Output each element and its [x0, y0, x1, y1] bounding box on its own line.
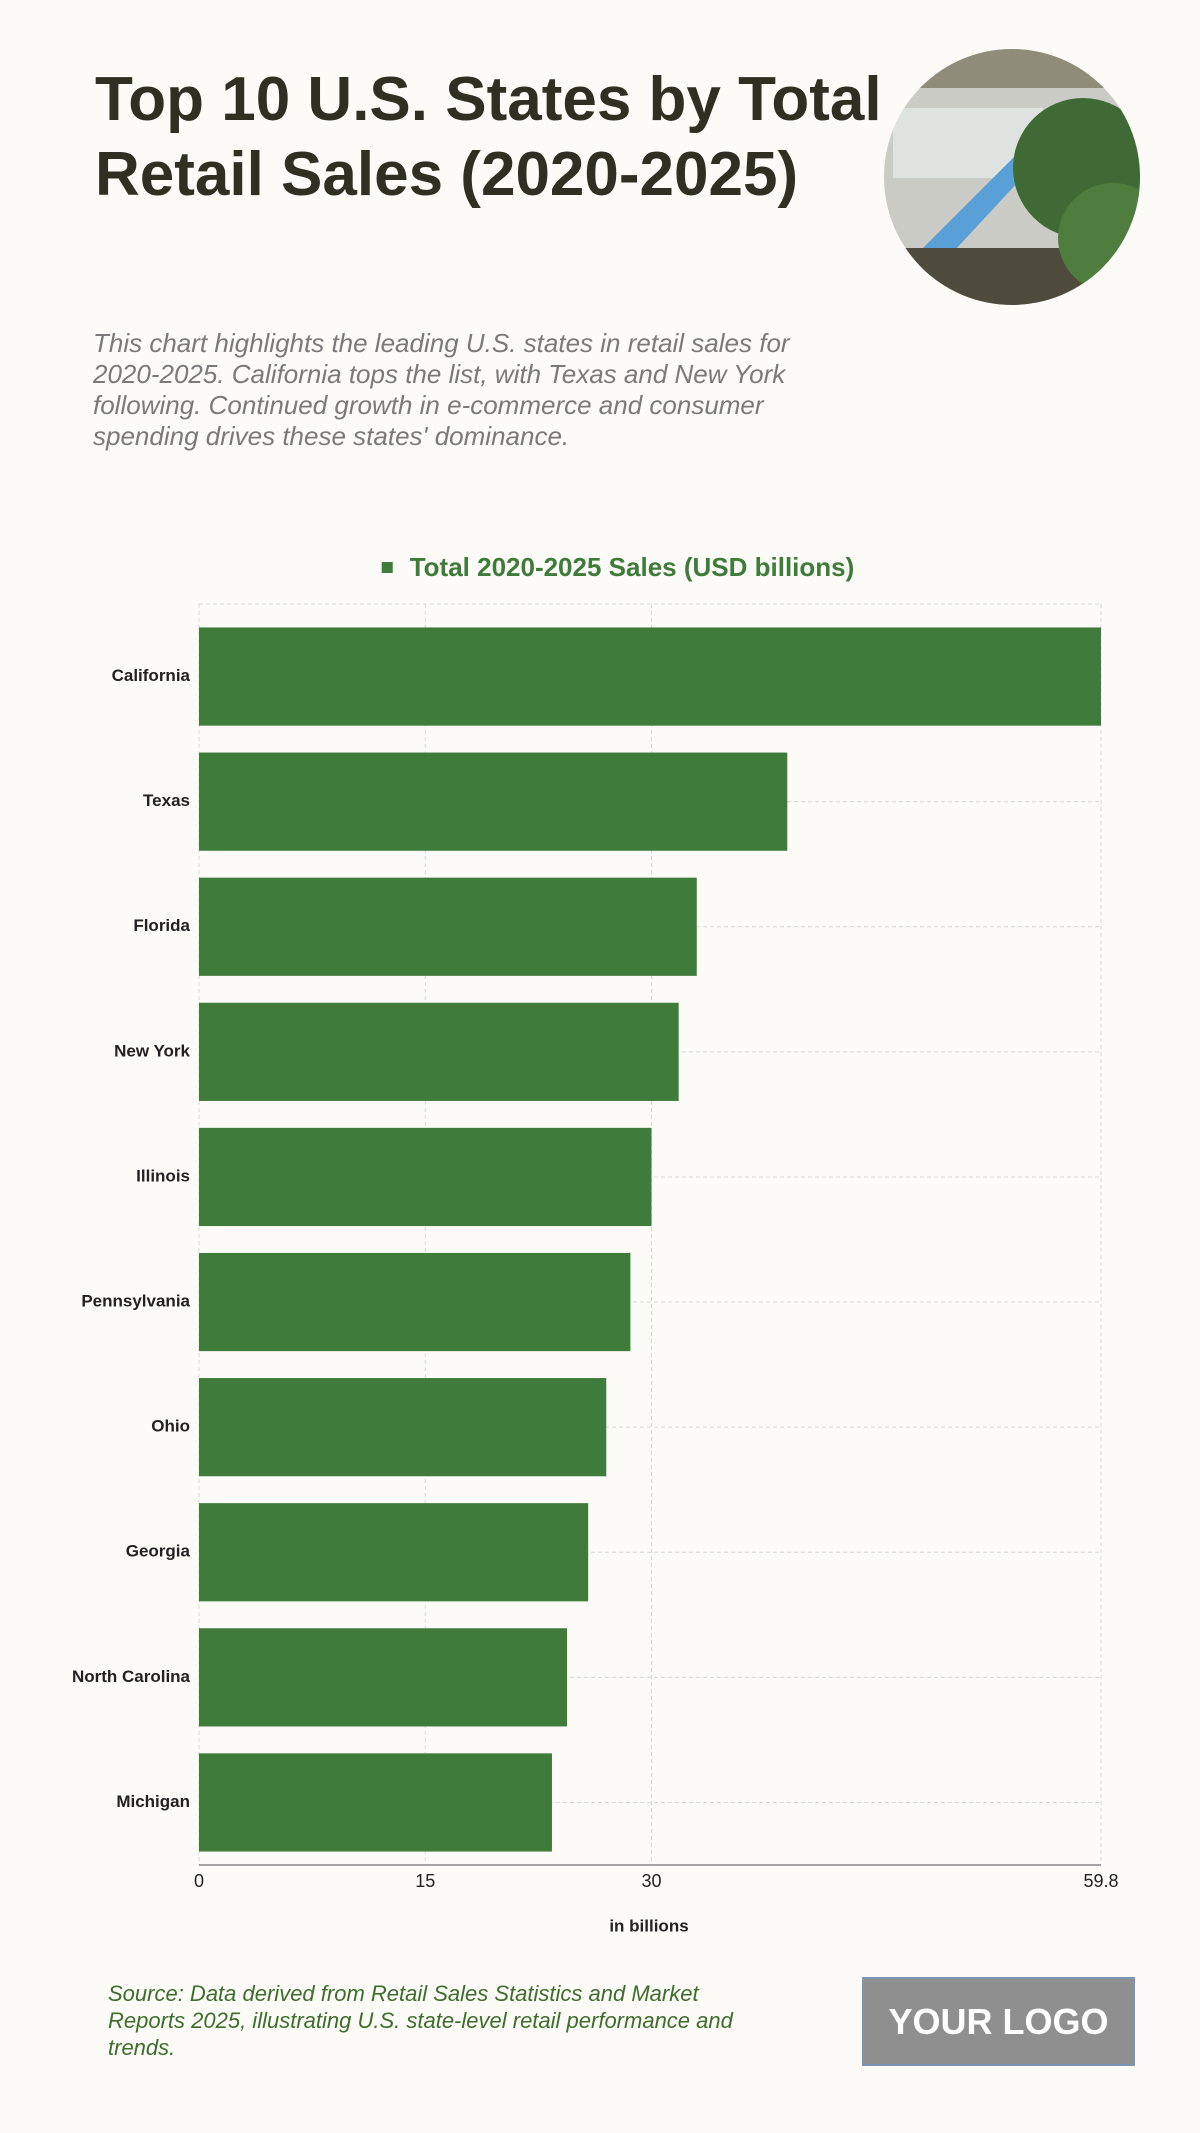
logo: YOUR LOGO [862, 1977, 1135, 2066]
bar [199, 627, 1101, 726]
bar [199, 1503, 589, 1602]
x-axis-label: in billions [609, 1916, 688, 1935]
legend-swatch [381, 562, 393, 573]
source: Source: Data derived from Retail Sales S… [108, 1981, 733, 2060]
x-tick-label: 30 [641, 1871, 661, 1891]
bar [199, 1002, 679, 1101]
y-tick-label: Pennsylvania [81, 1292, 190, 1311]
bar [199, 752, 788, 851]
bar [199, 1127, 652, 1227]
photo [884, 49, 1140, 305]
y-tick-label: North Carolina [72, 1667, 191, 1686]
bar [199, 1252, 631, 1352]
x-tick-label: 15 [415, 1871, 435, 1891]
bar [199, 1753, 552, 1852]
y-tick-label: Illinois [136, 1166, 190, 1185]
y-tick-label: Michigan [116, 1792, 190, 1811]
chart: 0 15 30 59.8 California Texas Florida New York I… [72, 552, 1119, 1936]
x-tick-label: 0 [194, 1871, 204, 1891]
x-tick-label: 59.8 [1083, 1871, 1118, 1891]
y-tick-label: Texas [143, 791, 190, 810]
y-tick-label: Georgia [126, 1542, 191, 1561]
title: Top 10 U.S. States by Total Retail Sales… [95, 65, 882, 209]
y-tick-label: Florida [133, 916, 190, 935]
y-tick-label: New York [114, 1041, 190, 1060]
y-tick-label: Ohio [151, 1417, 190, 1436]
bar [199, 877, 697, 976]
legend-label: Total 2020-2025 Sales (USD billions) [410, 552, 855, 582]
subtitle: This chart highlights the leading U.S. s… [93, 328, 790, 451]
bar [199, 1378, 607, 1477]
y-tick-label: California [112, 666, 191, 685]
bar [199, 1628, 568, 1727]
